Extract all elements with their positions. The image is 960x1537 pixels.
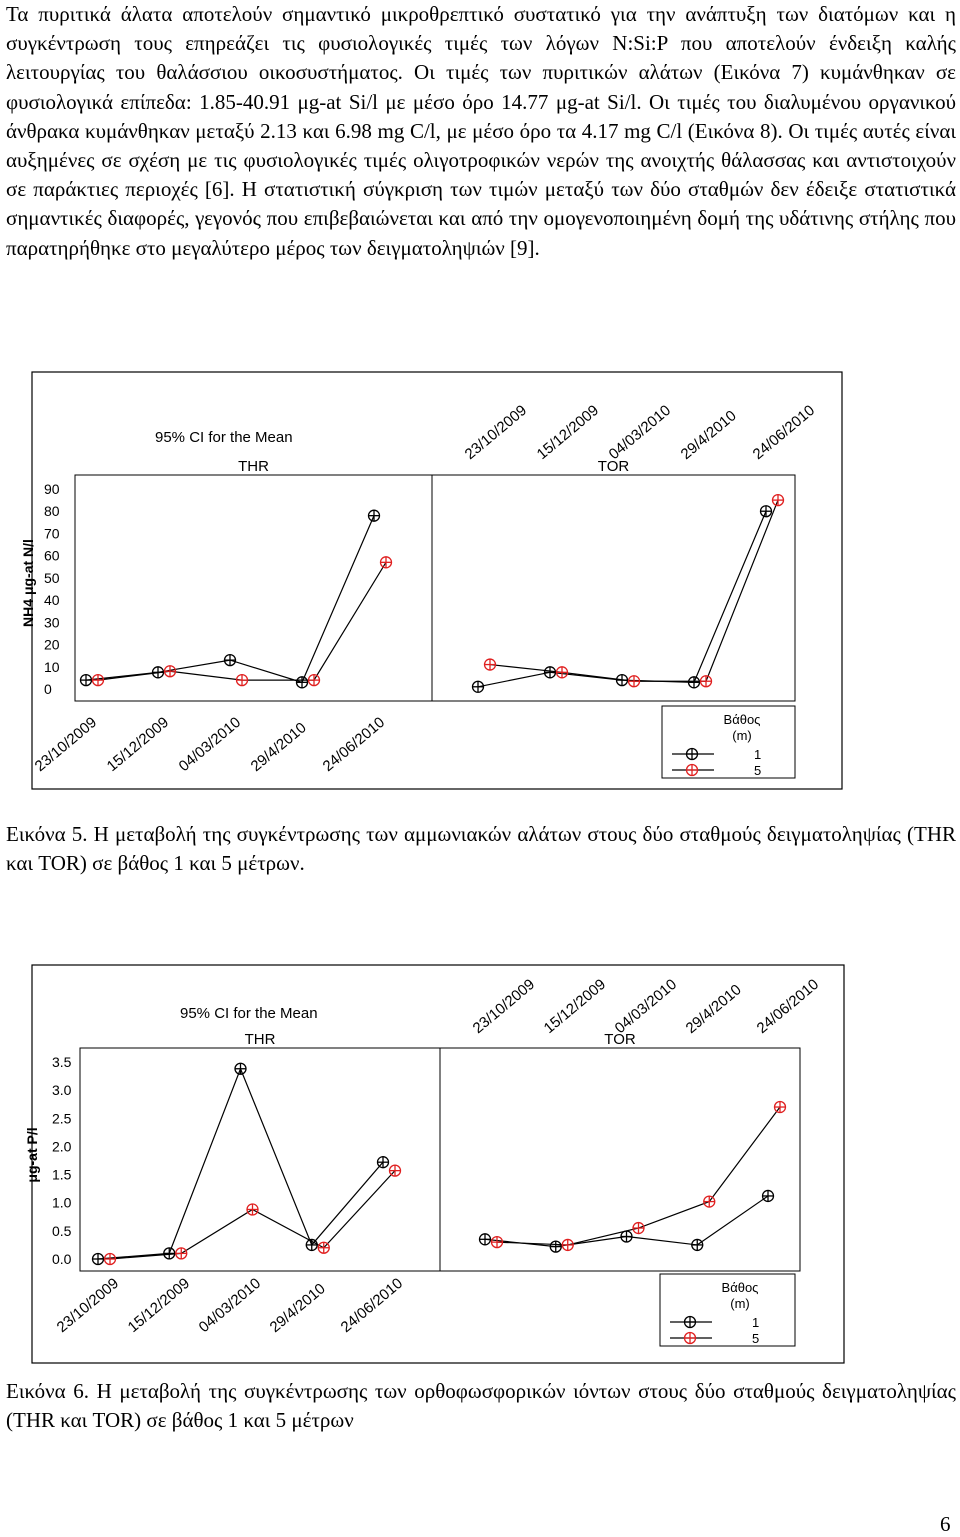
fig6-point-thr-depth-5 <box>175 1247 188 1260</box>
fig6-point-tor-depth-1 <box>620 1230 633 1243</box>
fig6-y-tick-label: 2.5 <box>52 1110 72 1126</box>
fig5-point-thr-depth-1 <box>79 673 93 687</box>
fig6-point-tor-depth-1 <box>549 1240 562 1253</box>
fig5-point-tor-depth-5 <box>771 493 785 507</box>
fig5-y-tick-label: 40 <box>44 592 60 608</box>
fig6-legend-label-5: 5 <box>752 1331 759 1346</box>
fig5-point-tor-depth-1 <box>543 666 557 679</box>
fig6-y-tick-label: 3.5 <box>52 1054 72 1070</box>
fig5-point-tor-depth-5 <box>627 675 641 688</box>
fig5-y-axis-label: NH4 μg-at N/l <box>20 539 36 627</box>
fig5-y-tick-label: 50 <box>44 570 60 586</box>
fig5-y-tick-label: 20 <box>44 637 60 653</box>
fig6-point-thr-depth-5 <box>246 1203 259 1216</box>
fig5-legend-title: Βάθος <box>724 712 761 727</box>
fig5-panel-label-thr: THR <box>238 458 269 475</box>
fig6-y-tick-label: 3.0 <box>52 1082 72 1098</box>
fig5-y-tick-label: 0 <box>44 681 52 697</box>
fig5-point-thr-depth-5 <box>91 673 105 687</box>
fig5-point-thr-depth-1 <box>223 653 237 667</box>
fig6-point-thr-depth-1 <box>234 1062 247 1075</box>
fig5-point-tor-depth-1 <box>687 676 701 689</box>
figure-6-caption: Εικόνα 6. Η μεταβολή της συγκέντρωσης τω… <box>6 1379 956 1432</box>
fig6-y-tick-label: 0.0 <box>52 1251 72 1267</box>
figure-5-caption: Εικόνα 5. Η μεταβολή της συγκέντρωσης τω… <box>6 822 956 875</box>
figure-5-ammonium-chart: 95% CI for the Mean NH4 μg-at N/l 90 80 70 60… <box>20 371 843 790</box>
fig5-point-thr-depth-1 <box>367 509 381 522</box>
fig5-y-tick-label: 70 <box>44 525 60 541</box>
fig6-point-thr-depth-1 <box>376 1156 390 1169</box>
fig6-legend-title: Βάθος <box>722 1280 759 1295</box>
fig6-legend-unit: (m) <box>730 1296 750 1311</box>
fig6-point-tor-depth-5 <box>632 1221 645 1235</box>
fig6-point-tor-depth-1 <box>691 1238 704 1252</box>
fig5-point-tor-depth-5 <box>555 666 569 679</box>
fig6-point-tor-depth-5 <box>703 1195 716 1208</box>
fig6-panel-label-tor: TOR <box>604 1031 636 1048</box>
fig5-point-thr-depth-5 <box>379 556 393 569</box>
fig5-legend-marker-1 <box>685 747 699 761</box>
fig5-y-tick-label: 80 <box>44 503 60 519</box>
fig5-legend-unit: (m) <box>732 728 752 743</box>
fig5-y-tick-label: 10 <box>44 659 60 675</box>
fig5-point-thr-depth-1 <box>295 676 309 689</box>
fig5-point-tor-depth-5 <box>483 658 497 671</box>
fig5-legend-marker-5 <box>685 763 699 777</box>
fig5-chart-title: 95% CI for the Mean <box>155 429 293 446</box>
fig5-y-tick-label: 60 <box>44 548 60 564</box>
fig6-point-thr-depth-1 <box>91 1252 105 1266</box>
fig6-point-thr-depth-5 <box>388 1164 402 1177</box>
fig5-legend-label-1: 1 <box>754 747 761 762</box>
fig6-y-tick-label: 1.5 <box>52 1167 72 1183</box>
fig6-point-tor-depth-5 <box>561 1238 574 1252</box>
fig5-point-thr-depth-5 <box>163 665 177 678</box>
fig6-y-axis-label: μg-at P/l <box>24 1127 40 1182</box>
fig6-y-tick-label: 0.5 <box>52 1223 72 1239</box>
fig6-legend-marker-5 <box>683 1331 697 1345</box>
fig5-legend-box <box>661 705 796 779</box>
fig6-point-tor-depth-5 <box>490 1235 504 1249</box>
fig5-panel-box-tor <box>431 474 796 702</box>
figure-6-phosphate-chart: 95% CI for the Mean μg-at P/l 3.5 3.0 2.5 2.0… <box>24 964 845 1364</box>
fig6-point-thr-depth-5 <box>317 1241 330 1254</box>
fig6-panel-box-tor <box>439 1047 801 1272</box>
fig6-legend-marker-1 <box>683 1315 697 1329</box>
fig6-point-thr-depth-1 <box>163 1247 176 1260</box>
fig5-y-tick-label: 90 <box>44 481 60 497</box>
fig6-point-tor-depth-1 <box>478 1233 492 1246</box>
fig6-legend-box <box>659 1273 796 1347</box>
fig5-point-tor-depth-5 <box>699 675 713 688</box>
fig6-y-tick-label: 1.0 <box>52 1195 72 1211</box>
fig6-point-tor-depth-5 <box>773 1100 787 1114</box>
fig5-point-tor-depth-1 <box>759 505 773 518</box>
fig5-point-thr-depth-5 <box>307 673 321 687</box>
fig5-y-tick-label: 30 <box>44 614 60 630</box>
fig5-panel-label-tor: TOR <box>598 458 630 475</box>
fig6-point-thr-depth-5 <box>103 1252 117 1266</box>
fig5-point-tor-depth-1 <box>471 680 485 693</box>
page-number: 6 <box>940 1512 951 1536</box>
fig6-y-tick-label: 2.0 <box>52 1138 72 1154</box>
fig6-legend-label-1: 1 <box>752 1315 759 1330</box>
fig6-chart-title: 95% CI for the Mean <box>180 1005 318 1022</box>
fig5-legend-label-5: 5 <box>754 763 761 778</box>
body-paragraph: Τα πυριτικά άλατα αποτελούν σημαντικό μι… <box>6 2 956 260</box>
fig5-point-thr-depth-5 <box>235 673 249 687</box>
fig6-panel-label-thr: THR <box>245 1031 276 1048</box>
fig6-point-tor-depth-1 <box>761 1189 775 1203</box>
